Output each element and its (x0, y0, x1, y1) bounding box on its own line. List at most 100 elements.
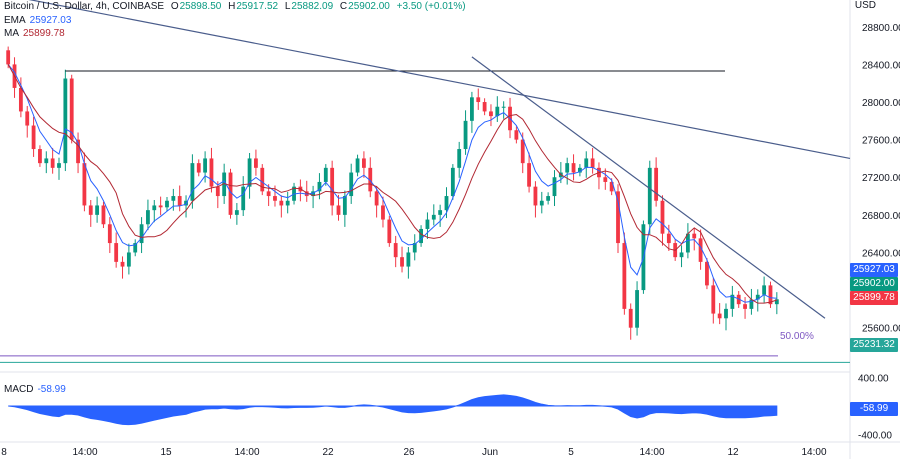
candle-body (457, 149, 462, 168)
candle-body (514, 130, 519, 140)
candle-body (749, 299, 754, 309)
candle-body (666, 233, 671, 244)
candle-body (527, 163, 531, 187)
ma-price-tag: 25899.78 (850, 291, 898, 305)
candle-body (25, 111, 30, 126)
price-tick-label: 27600.00 (862, 136, 900, 147)
candle-body (362, 158, 366, 168)
candle-body (177, 196, 182, 206)
candle-body (571, 163, 576, 173)
candle-body (444, 196, 449, 211)
candle-body (266, 191, 271, 197)
candle-body (311, 191, 315, 197)
candle-body (501, 106, 506, 108)
candle-body (692, 233, 697, 239)
candle-body (158, 205, 163, 208)
candle-body (215, 186, 220, 197)
macd-price-tag: -58.99 (850, 402, 898, 416)
candle-body (285, 200, 290, 206)
candle-body (330, 167, 335, 206)
candle-body (539, 200, 544, 206)
candle-body (107, 224, 112, 244)
time-tick-label: 22 (322, 447, 334, 458)
candle-body (57, 163, 61, 168)
candle-body (342, 196, 347, 215)
candle-body (69, 78, 74, 140)
candle-body (635, 290, 639, 328)
close-label: C (339, 1, 348, 12)
close-price-tag: 25902.00 (850, 277, 898, 291)
candle-body (101, 205, 106, 225)
candle-body (317, 181, 322, 192)
fib-50-label: 50.00% (780, 331, 814, 342)
candle-body (152, 205, 157, 211)
candle-body (412, 243, 417, 253)
candle-body (18, 87, 23, 112)
candle-body (520, 139, 525, 164)
low-value: 25882.09 (291, 1, 334, 12)
candle-body (139, 224, 144, 244)
price-tick-label: 27200.00 (862, 173, 900, 184)
candle-body (209, 158, 214, 187)
symbol-title: Bitcoin / U.S. Dollar, 4h, COINBASE (4, 1, 165, 12)
time-tick-label: 8 (1, 447, 7, 458)
ma-legend[interactable]: MA 25899.78 (4, 27, 69, 41)
candle-body (425, 219, 430, 229)
time-tick-label: 14:00 (639, 447, 664, 458)
price-tick-label: 26800.00 (862, 211, 900, 222)
candle-body (717, 313, 722, 319)
candle-body (482, 102, 487, 112)
candle-body (679, 252, 684, 258)
time-tick-label: 12 (727, 447, 739, 458)
candle-body (565, 163, 570, 173)
candle-body (730, 294, 735, 309)
candle-body (63, 78, 68, 164)
price-tick-label: 28400.00 (862, 60, 900, 71)
ema-price-tag: 25927.03 (850, 263, 898, 277)
candle-body (450, 167, 455, 197)
candle-body (431, 214, 436, 220)
candle-body (387, 219, 392, 244)
ma-line (7, 64, 777, 304)
candle-body (400, 257, 404, 267)
candle-body (126, 252, 131, 267)
short-trendline (471, 56, 826, 319)
candle-body (50, 158, 55, 168)
candle-body (336, 205, 341, 215)
candle-body (705, 261, 709, 286)
open-label: O (170, 1, 179, 12)
price-tick-label: 26400.00 (862, 248, 900, 259)
candle-body (762, 285, 767, 295)
price-tick-label: 28800.00 (862, 23, 900, 34)
candle-body (711, 285, 716, 314)
ma-value: 25899.78 (23, 28, 65, 39)
candle-body (603, 177, 608, 182)
price-tick-label: 25600.00 (862, 324, 900, 335)
candle-body (755, 294, 760, 300)
candle-body (171, 196, 176, 201)
candle-body (120, 261, 125, 267)
candle-body (622, 243, 627, 309)
candle-body (774, 299, 779, 305)
candle-body (114, 243, 119, 262)
candle-body (374, 191, 379, 206)
ema-value: 25927.03 (29, 15, 72, 26)
ema-line (7, 64, 777, 303)
fib-price-tag: 25231.32 (850, 338, 898, 352)
candle-body (355, 158, 360, 173)
long-trendline (28, 0, 851, 160)
candle-body (463, 120, 468, 150)
ma-label: MA (4, 28, 19, 39)
candle-body (768, 285, 773, 305)
macd-legend[interactable]: MACD -58.99 (4, 383, 70, 397)
candle-body (552, 177, 557, 197)
candle-body (393, 243, 398, 258)
candle-body (438, 210, 443, 215)
symbol-legend: Bitcoin / U.S. Dollar, 4h, COINBASE O258… (4, 0, 470, 14)
candle-body (190, 163, 195, 201)
time-tick-label: 26 (403, 447, 415, 458)
ema-legend[interactable]: EMA 25927.03 (4, 14, 75, 28)
open-value: 25898.50 (179, 1, 222, 12)
candle-body (228, 172, 233, 215)
